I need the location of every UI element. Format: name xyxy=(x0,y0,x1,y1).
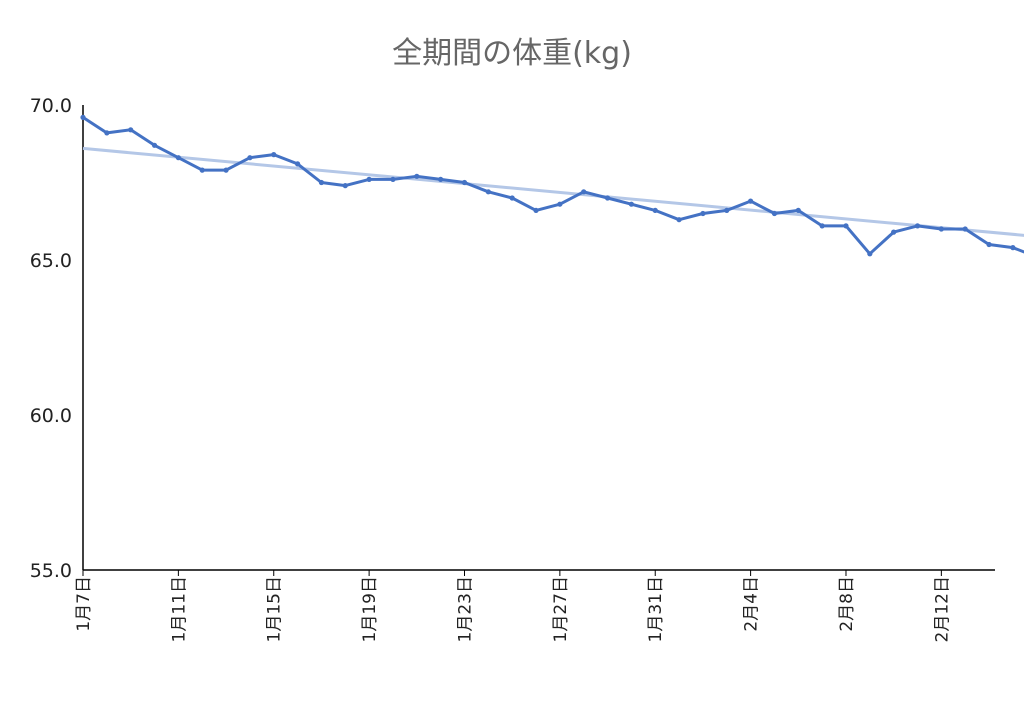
data-point xyxy=(962,226,968,232)
x-tick-label: 2月4日 xyxy=(742,576,762,632)
data-point xyxy=(724,207,730,213)
weight-series-line xyxy=(81,115,1024,256)
data-point xyxy=(581,189,587,195)
x-tick-label: 1月15日 xyxy=(265,576,285,642)
x-tick-label: 1月23日 xyxy=(455,576,475,642)
data-point xyxy=(438,176,444,182)
data-point xyxy=(628,201,634,207)
data-point xyxy=(294,161,301,167)
trend-line xyxy=(82,146,1024,237)
x-tick-label: 2月8日 xyxy=(837,576,857,632)
data-point xyxy=(771,210,778,217)
data-point xyxy=(557,201,563,207)
data-point xyxy=(342,183,348,189)
y-tick-label: 65.0 xyxy=(30,250,72,272)
x-tick-label: 1月11日 xyxy=(169,576,189,642)
x-tick-label: 1月31日 xyxy=(646,576,666,642)
data-point xyxy=(151,142,158,148)
data-point xyxy=(533,207,539,213)
data-point xyxy=(819,223,825,229)
x-tick-label: 1月19日 xyxy=(360,576,380,642)
x-axis: 1月7日 1月11日 1月15日 1月19日 1月23日 1月27日 1月31日 2月4日 2月… xyxy=(74,569,995,642)
y-tick-label: 70.0 xyxy=(30,95,72,117)
data-point xyxy=(80,114,86,120)
data-point xyxy=(891,229,897,235)
data-point xyxy=(104,130,110,136)
data-point xyxy=(795,207,801,213)
data-point xyxy=(509,195,515,201)
y-tick-label: 60.0 xyxy=(30,405,72,427)
data-point xyxy=(867,251,873,257)
data-point xyxy=(700,210,706,217)
data-point xyxy=(390,176,396,182)
data-point xyxy=(175,155,181,161)
data-point xyxy=(485,189,491,195)
data-point xyxy=(247,155,253,161)
x-tick-label: 1月27日 xyxy=(551,576,571,642)
weight-series-layer xyxy=(80,114,1024,257)
data-point xyxy=(604,195,611,201)
data-point xyxy=(271,152,277,158)
data-point xyxy=(914,223,921,229)
data-point xyxy=(938,226,944,232)
data-point xyxy=(652,207,658,213)
data-point xyxy=(366,176,372,182)
chart-title: 全期間の体重(kg) xyxy=(392,36,632,71)
data-point xyxy=(676,217,682,223)
data-point xyxy=(986,241,992,248)
data-point xyxy=(199,167,205,173)
x-tick-label: 2月12日 xyxy=(932,576,952,642)
data-point xyxy=(461,179,468,186)
data-point xyxy=(748,198,754,204)
trend-line-layer xyxy=(82,146,1024,237)
data-point xyxy=(128,127,134,133)
data-point xyxy=(318,179,325,186)
y-axis: 55.0 60.0 65.0 70.0 xyxy=(30,95,84,582)
data-point xyxy=(223,167,229,173)
data-point xyxy=(414,173,420,179)
x-tick-label: 1月7日 xyxy=(74,576,94,632)
y-tick-label: 55.0 xyxy=(30,560,72,582)
data-point xyxy=(1010,245,1016,251)
data-point xyxy=(843,223,849,229)
